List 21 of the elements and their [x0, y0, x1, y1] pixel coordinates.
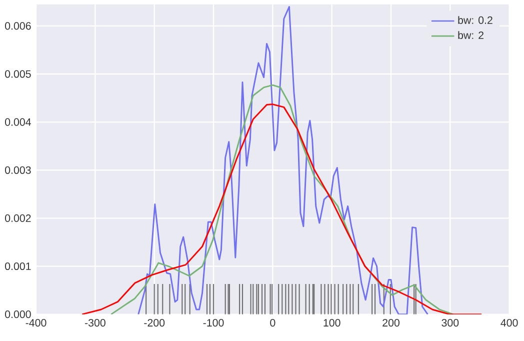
x-tick-label: -200 [144, 319, 165, 327]
line-series [138, 6, 428, 314]
line-series [81, 104, 482, 314]
y-tick-label: 0.003 [5, 166, 31, 174]
y-tick-label: 0.002 [5, 214, 31, 222]
y-tick-label: 0.001 [5, 262, 31, 270]
legend-label: bw: 0.2 [458, 16, 492, 24]
x-tick-label: -300 [84, 319, 106, 327]
x-tick-label: 300 [442, 319, 459, 327]
x-tick-label: 100 [324, 319, 340, 327]
y-tick-label: 0.006 [5, 22, 31, 30]
legend-label: bw: 2 [458, 31, 484, 40]
x-tick-label: 0 [270, 319, 276, 327]
y-tick-label: 0.005 [5, 70, 31, 78]
x-tick-label: 200 [382, 319, 400, 327]
x-tick-label: -100 [203, 319, 224, 327]
x-tick-label: -400 [26, 319, 46, 327]
y-tick-label: 0.000 [5, 310, 31, 318]
x-tick-label: 400 [500, 319, 518, 327]
y-tick-label: 0.004 [5, 118, 31, 126]
line-series [110, 84, 454, 314]
